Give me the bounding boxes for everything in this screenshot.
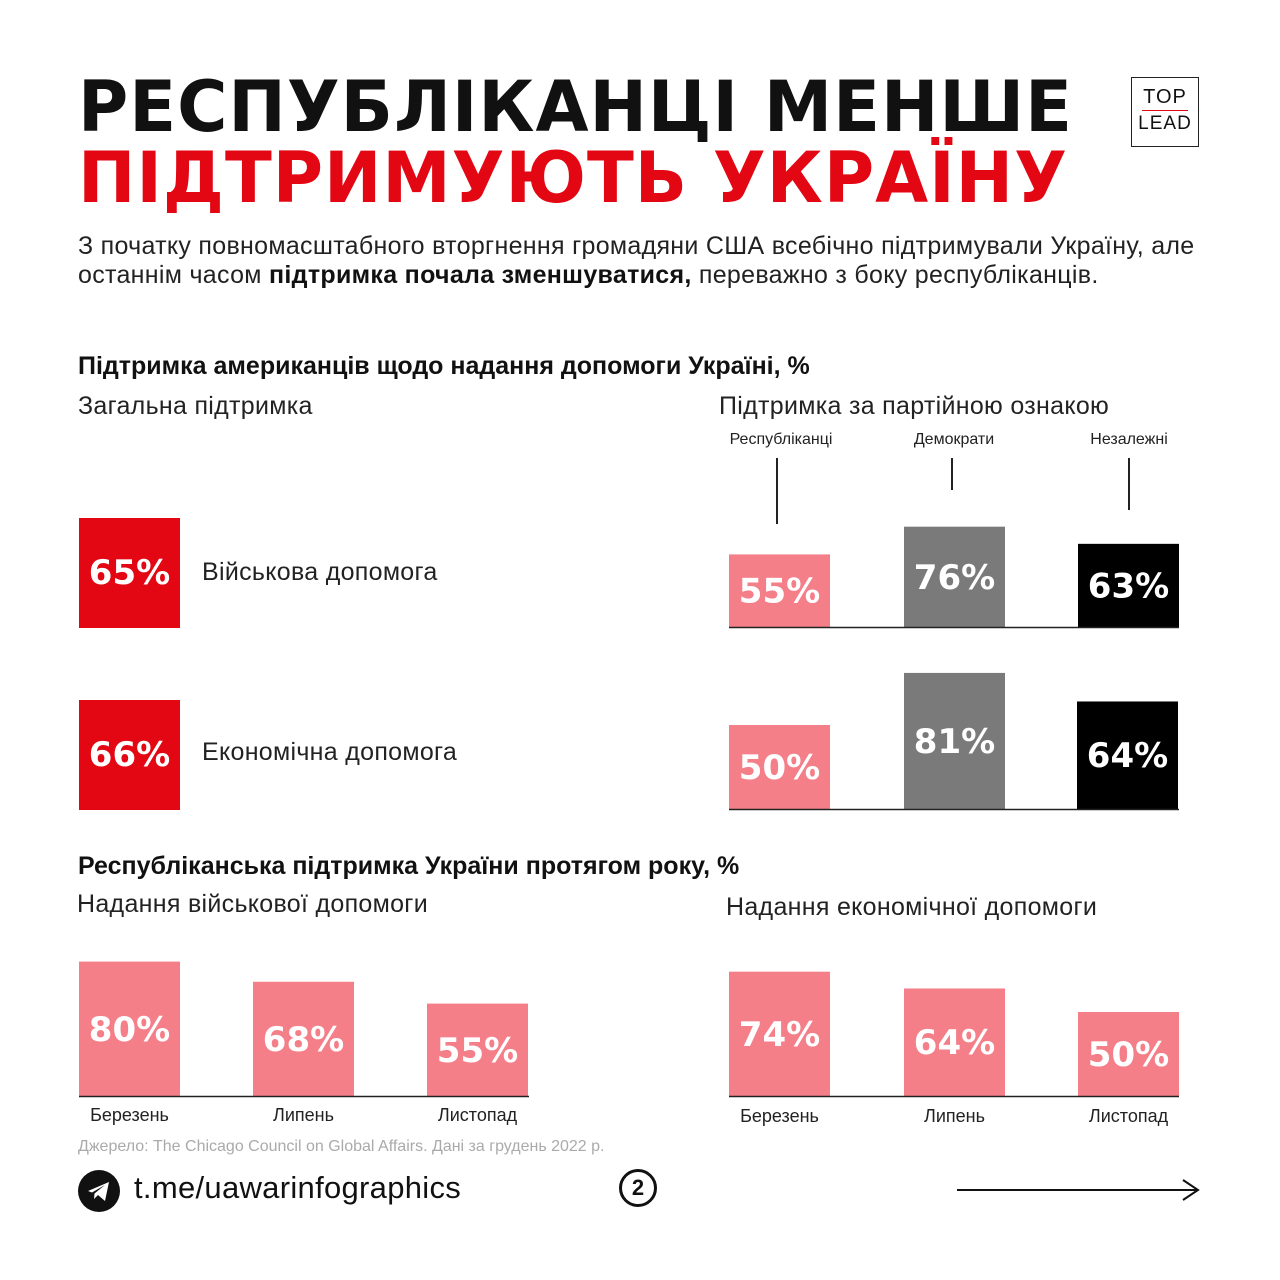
party-military-bar-2 <box>904 526 1005 627</box>
republican-economic-trend-chart: 74% Березень 64% Липень 50% Листопад <box>729 971 1179 1126</box>
economic-trend-bar-3 <box>1078 1012 1179 1096</box>
military-overall-label: Військова допомога <box>202 558 438 586</box>
military-trend-value-label-1: 80% <box>89 1010 170 1050</box>
telegram-icon[interactable] <box>78 1170 120 1212</box>
party-economic-value-label-1: 50% <box>739 748 820 788</box>
party-economic-bar-3 <box>1077 701 1178 809</box>
republican-military-trend-chart: 80% Березень 68% Липень 55% Листопад <box>79 961 529 1125</box>
economic-trend-bar-1 <box>729 971 830 1096</box>
logo-bottom-text: LEAD <box>1138 113 1192 134</box>
military-trend-value-label-2: 68% <box>263 1020 344 1060</box>
next-arrow-icon[interactable] <box>955 1178 1205 1202</box>
economic-trend-value-label-2: 64% <box>914 1023 995 1063</box>
party-military-bar-1 <box>729 554 830 627</box>
military-trend-bar-3 <box>427 1003 528 1096</box>
economic-trend-category-label-3: Листопад <box>1089 1106 1169 1126</box>
economic-trend-value-label-1: 74% <box>739 1015 820 1055</box>
title-line-1: РЕСПУБЛІКАНЦІ МЕНШЕ <box>78 66 1073 148</box>
intro-text-1: З початку повномасштабного вторгнення гр… <box>78 232 1195 289</box>
party-economic-value-label-2: 81% <box>914 722 995 762</box>
logo-top-text: TOP <box>1143 86 1187 108</box>
military-trend-bar-1 <box>79 961 180 1096</box>
logo-divider <box>1142 110 1188 111</box>
military-trend-bar-2 <box>253 981 354 1096</box>
military-trend-category-label-2: Липень <box>273 1105 334 1125</box>
intro-paragraph: З початку повномасштабного вторгнення гр… <box>78 232 1218 290</box>
title-line-2: ПІДТРИМУЮТЬ УКРАЇНУ <box>78 137 1068 219</box>
party-economic-bar-1 <box>729 725 830 809</box>
party-military-chart: 55% 76% 63% <box>729 526 1179 629</box>
party-military-value-label-1: 55% <box>739 572 820 612</box>
military-trend-category-label-1: Березень <box>90 1105 169 1125</box>
party-label-independents: Незалежні <box>1090 431 1168 448</box>
top-lead-logo: TOP LEAD <box>1131 77 1199 147</box>
economic-trend-subheading: Надання економічної допомоги <box>726 893 1098 921</box>
economic-overall-value: 66% <box>79 700 180 810</box>
overall-subheading: Загальна підтримка <box>78 392 313 420</box>
military-trend-value-label-3: 55% <box>437 1031 518 1071</box>
party-military-value-label-3: 63% <box>1088 566 1169 606</box>
military-trend-category-label-3: Листопад <box>438 1105 518 1125</box>
economic-overall-label: Економічна допомога <box>202 738 458 766</box>
section1-heading: Підтримка американців щодо надання допом… <box>78 352 810 380</box>
party-economic-value-label-3: 64% <box>1087 736 1168 776</box>
party-label-republicans: Республіканці <box>729 431 833 448</box>
military-overall-value: 65% <box>79 518 180 628</box>
military-trend-subheading: Надання військової допомоги <box>77 890 428 918</box>
party-label-democrats: Демократи <box>913 431 995 448</box>
intro-bold-text: підтримка почала зменшуватися, <box>269 261 692 289</box>
party-military-bar-3 <box>1078 543 1179 627</box>
leader-line-independents <box>1128 458 1130 510</box>
economic-trend-bar-2 <box>904 988 1005 1096</box>
party-military-value-label-2: 76% <box>914 558 995 598</box>
leader-line-democrats <box>951 458 953 490</box>
telegram-link[interactable]: t.me/uawarinfographics <box>134 1170 462 1205</box>
leader-line-republicans <box>776 458 778 524</box>
economic-trend-value-label-3: 50% <box>1088 1035 1169 1075</box>
party-economic-bar-2 <box>904 672 1005 809</box>
party-economic-chart: 50% 81% 64% <box>729 672 1179 811</box>
intro-text-2: переважно з боку республіканців. <box>691 261 1099 289</box>
economic-trend-category-label-1: Березень <box>740 1106 819 1126</box>
source-note: Джерело: The Chicago Council on Global A… <box>78 1138 605 1155</box>
page-number: 2 <box>619 1169 657 1207</box>
party-subheading: Підтримка за партійною ознакою <box>719 392 1110 420</box>
section2-heading: Республіканська підтримка України протяг… <box>78 852 740 880</box>
economic-trend-category-label-2: Липень <box>924 1106 985 1126</box>
